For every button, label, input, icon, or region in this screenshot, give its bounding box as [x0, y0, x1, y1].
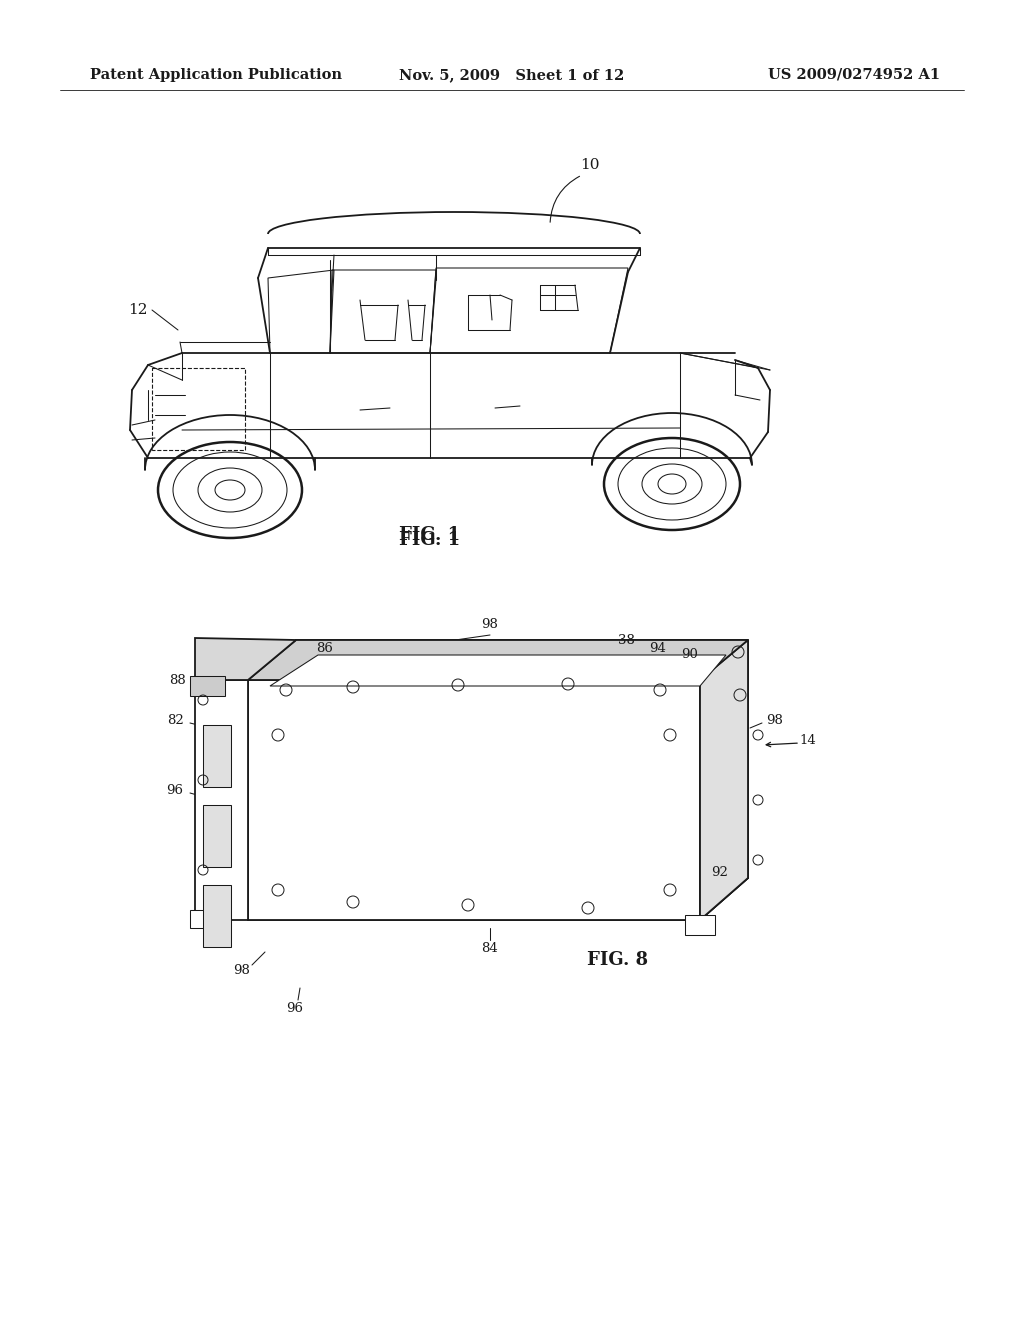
Polygon shape: [203, 805, 231, 867]
Text: 88: 88: [170, 673, 186, 686]
Polygon shape: [248, 640, 748, 680]
Text: 82: 82: [167, 714, 183, 726]
Polygon shape: [195, 680, 248, 920]
Polygon shape: [296, 640, 748, 878]
Text: 86: 86: [316, 642, 334, 655]
Text: 96: 96: [167, 784, 183, 796]
Text: Nov. 5, 2009   Sheet 1 of 12: Nov. 5, 2009 Sheet 1 of 12: [399, 69, 625, 82]
Text: FIG. 1: FIG. 1: [399, 525, 461, 544]
Text: 98: 98: [481, 619, 499, 631]
Text: 10: 10: [581, 158, 600, 172]
Polygon shape: [195, 638, 296, 680]
Text: 94: 94: [649, 642, 667, 655]
Polygon shape: [248, 680, 700, 920]
Text: 98: 98: [233, 964, 251, 977]
Text: FIG. 1: FIG. 1: [399, 531, 461, 549]
Text: 38: 38: [617, 634, 635, 647]
Polygon shape: [203, 884, 231, 946]
Text: 92: 92: [712, 866, 728, 879]
Text: 98: 98: [767, 714, 783, 726]
Text: 14: 14: [800, 734, 816, 747]
Polygon shape: [700, 640, 748, 920]
Text: FIG. 8: FIG. 8: [588, 950, 648, 969]
Polygon shape: [203, 725, 231, 787]
Polygon shape: [270, 655, 726, 686]
Polygon shape: [190, 909, 225, 928]
Text: 84: 84: [481, 941, 499, 954]
Polygon shape: [248, 878, 748, 920]
Text: US 2009/0274952 A1: US 2009/0274952 A1: [768, 69, 940, 82]
Polygon shape: [685, 915, 715, 935]
Text: 96: 96: [287, 1002, 303, 1015]
Text: 12: 12: [128, 304, 148, 317]
Polygon shape: [190, 676, 225, 696]
Text: Patent Application Publication: Patent Application Publication: [90, 69, 342, 82]
Text: 90: 90: [682, 648, 698, 660]
